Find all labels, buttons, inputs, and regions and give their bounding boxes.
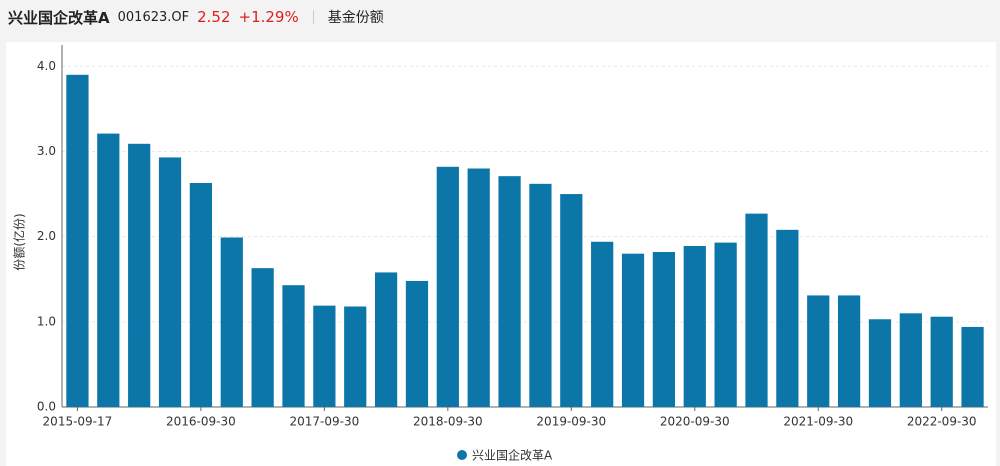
x-tick-label: 2017-09-30 <box>289 415 359 429</box>
bar <box>313 305 336 407</box>
bar <box>560 194 583 407</box>
bar <box>745 213 768 407</box>
fund-code: 001623.OF <box>117 9 190 25</box>
separator <box>312 10 314 24</box>
x-tick-label: 2019-09-30 <box>536 415 606 429</box>
bar <box>128 143 151 408</box>
legend-label: 兴业国企改革A <box>472 448 553 463</box>
bar <box>66 74 89 407</box>
y-tick-label: 2.0 <box>37 229 56 243</box>
bar <box>189 182 213 407</box>
bar <box>652 251 676 407</box>
bar <box>158 157 182 407</box>
bar <box>220 237 243 407</box>
bar <box>405 280 429 407</box>
bar <box>498 176 521 407</box>
price: 2.52 <box>197 8 231 26</box>
bar <box>374 272 398 407</box>
bar <box>683 246 706 407</box>
change: +1.29% <box>238 8 299 26</box>
x-tick-label: 2021-09-30 <box>783 415 853 429</box>
x-tick-label: 2016-09-30 <box>166 415 236 429</box>
x-tick-label: 2020-09-30 <box>660 415 730 429</box>
y-tick-label: 1.0 <box>37 314 56 328</box>
header: 兴业国企改革A 001623.OF 2.52 +1.29% 基金份额 <box>0 0 1000 34</box>
y-tick-label: 0.0 <box>37 400 56 414</box>
bar <box>467 168 490 407</box>
bar <box>251 268 274 407</box>
y-tick-label: 4.0 <box>37 59 56 73</box>
legend-marker <box>457 450 467 460</box>
bar <box>344 306 367 407</box>
bar <box>776 229 799 407</box>
y-tick-label: 3.0 <box>37 144 56 158</box>
bar <box>837 295 861 407</box>
x-tick-label: 2018-09-30 <box>413 415 483 429</box>
x-tick-label: 2022-09-30 <box>907 415 977 429</box>
x-tick-label: 2015-09-17 <box>43 415 113 429</box>
bar <box>930 316 953 407</box>
tab[interactable]: 基金份额 <box>327 10 384 26</box>
bar <box>807 295 830 407</box>
bar <box>591 241 614 407</box>
bar <box>97 133 120 407</box>
bar <box>529 183 552 407</box>
bar <box>868 319 892 407</box>
bar <box>899 313 922 407</box>
fund-name: 兴业国企改革A <box>8 8 110 27</box>
bar <box>961 326 984 407</box>
bar <box>436 166 459 407</box>
bar <box>714 242 737 407</box>
y-axis-label: 份额(亿份) <box>12 213 27 270</box>
bar <box>621 253 645 407</box>
bar <box>282 285 305 407</box>
chart: 份额(亿份) 0.0 1.0 2.0 3.0 4.0 2015-09-17 2016-09-… <box>6 42 996 466</box>
